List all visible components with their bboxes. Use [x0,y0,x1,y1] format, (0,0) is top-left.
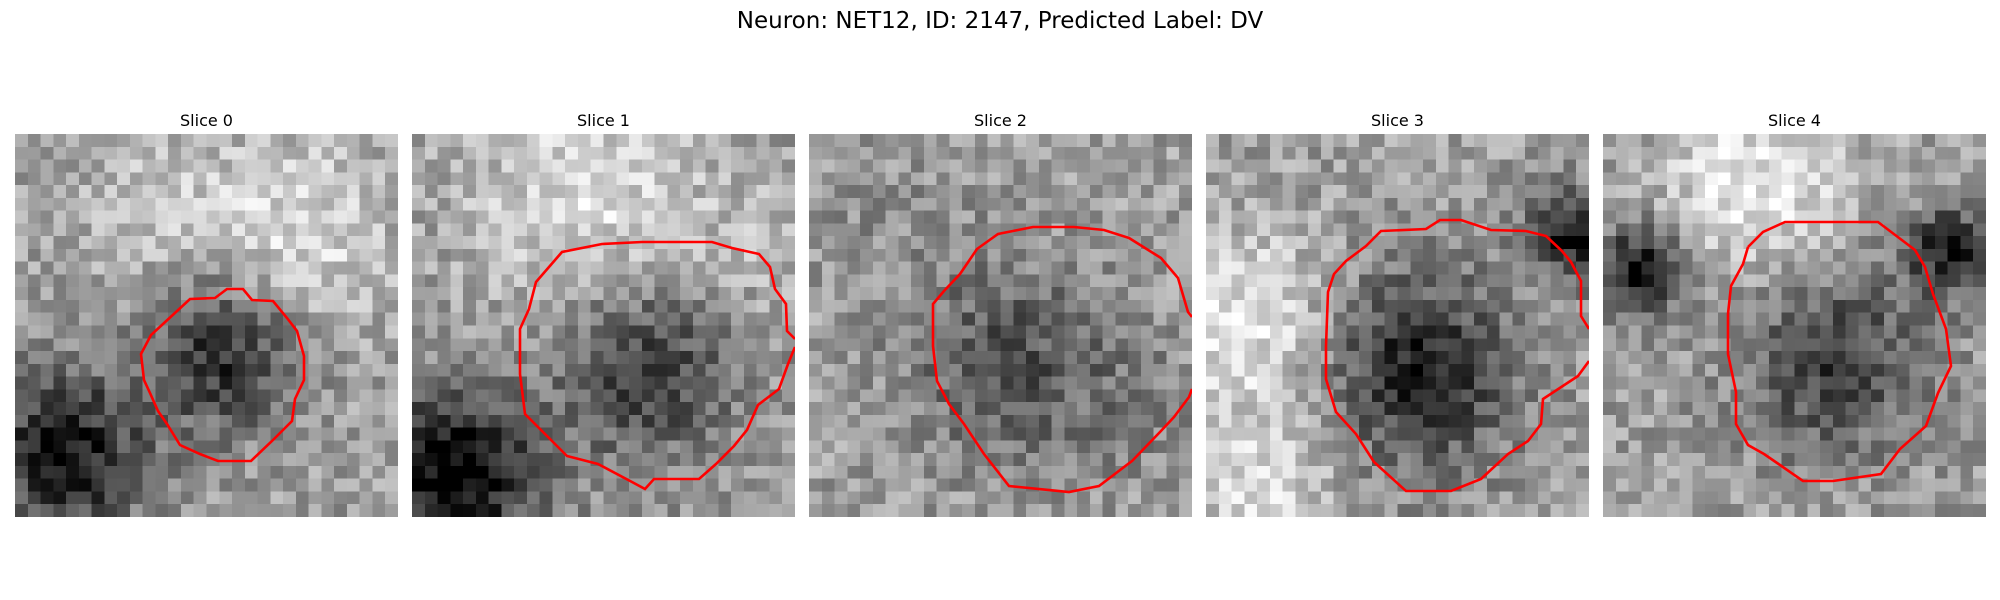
slice-panel-4: Slice 4 [1603,108,1986,517]
roi-contour-2 [931,225,1192,494]
slice-panel-0: Slice 0 [15,108,398,517]
slice-title-0: Slice 0 [180,111,233,130]
grayscale-patch-1 [412,134,795,517]
grayscale-patch-2 [809,134,1192,517]
slice-image-1 [412,134,795,517]
slice-title-1: Slice 1 [577,111,630,130]
roi-contour-4 [1726,220,1953,483]
slice-panel-2: Slice 2 [809,108,1192,517]
roi-contour-3 [1324,218,1589,493]
slice-title-2: Slice 2 [974,111,1027,130]
roi-contour-1 [518,240,795,491]
figure-title: Neuron: NET12, ID: 2147, Predicted Label… [736,8,1264,34]
slice-panel-1: Slice 1 [412,108,795,517]
slice-image-2 [809,134,1192,517]
grayscale-patch-3 [1206,134,1589,517]
slice-image-0 [15,134,398,517]
slice-image-4 [1603,134,1986,517]
slice-image-3 [1206,134,1589,517]
grayscale-patch-0 [15,134,398,517]
slice-panel-3: Slice 3 [1206,108,1589,517]
slice-title-4: Slice 4 [1768,111,1821,130]
slice-title-3: Slice 3 [1371,111,1424,130]
grayscale-patch-4 [1603,134,1986,517]
roi-contour-0 [139,287,306,463]
